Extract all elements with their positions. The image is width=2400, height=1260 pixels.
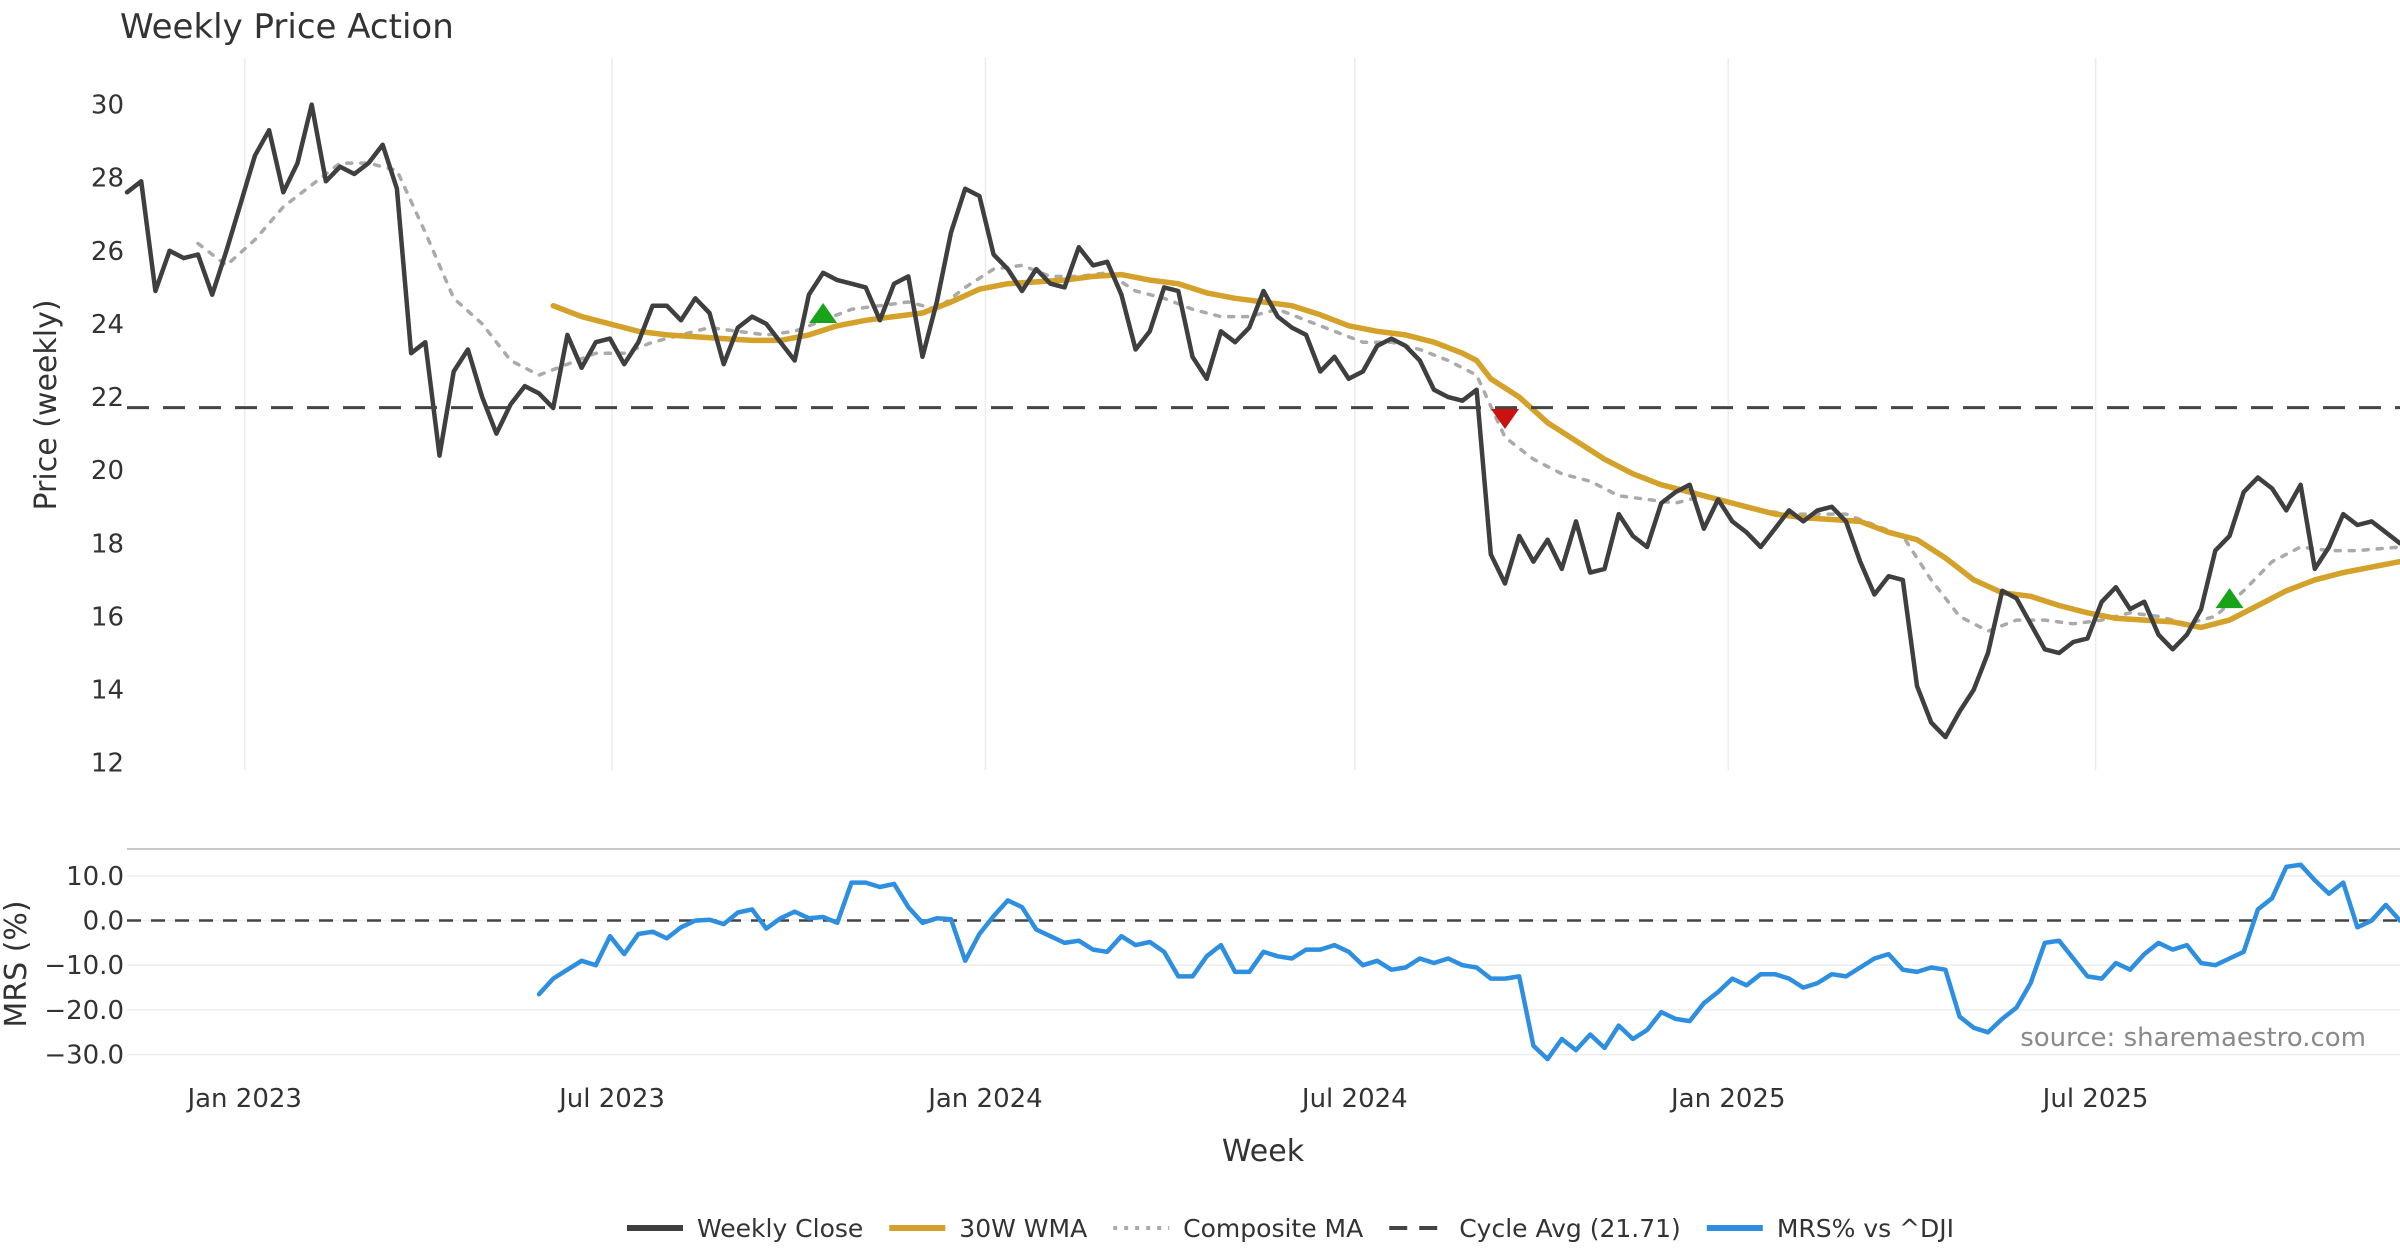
mrs-y-tick-label: 10.0 <box>66 862 124 892</box>
legend-label: Composite MA <box>1183 1214 1363 1243</box>
buy-signal-marker <box>2215 588 2244 609</box>
x-tick-label: Jan 2024 <box>926 1084 1043 1114</box>
x-tick-label: Jul 2025 <box>2041 1084 2149 1114</box>
price-y-tick-label: 28 <box>91 164 124 194</box>
x-tick-label: Jan 2025 <box>1669 1084 1786 1114</box>
price-series <box>124 102 2400 740</box>
x-tick-label: Jul 2023 <box>557 1084 665 1114</box>
legend-label: MRS% vs ^DJI <box>1777 1214 1954 1243</box>
signal-markers <box>809 302 2244 609</box>
legend-label: Cycle Avg (21.71) <box>1459 1214 1681 1243</box>
30w-wma-line <box>550 271 2400 631</box>
legend-label: Weekly Close <box>697 1214 863 1243</box>
price-y-tick-label: 14 <box>91 676 124 706</box>
x-axis-ticks: Jan 2023 Jul 2023 Jan 2024 Jul 2024 Jan 2025… <box>185 1084 2148 1114</box>
x-tick-label: Jul 2024 <box>1300 1084 1408 1114</box>
legend-item: Composite MA <box>1113 1214 1363 1243</box>
sell-signal-marker <box>1491 409 1520 429</box>
price-panel: 12 14 16 18 20 22 24 26 28 30 <box>91 58 2400 779</box>
mrs-y-ticks: 10.0 0.0 −10.0 −20.0 −30.0 <box>44 862 124 1071</box>
price-y-ticks: 12 14 16 18 20 22 24 26 28 30 <box>91 91 124 779</box>
price-y-tick-label: 22 <box>91 383 124 413</box>
mrs-gridlines <box>127 875 2400 1056</box>
mrs-y-tick-label: −30.0 <box>44 1041 124 1071</box>
mrs-y-tick-label: −10.0 <box>44 951 124 981</box>
legend-item: 30W WMA <box>889 1214 1087 1243</box>
price-y-tick-label: 16 <box>91 602 124 632</box>
legend-item: Cycle Avg (21.71) <box>1389 1214 1681 1243</box>
buy-signal-marker <box>809 302 838 323</box>
price-gridlines <box>243 58 2097 770</box>
price-y-tick-label: 30 <box>91 91 124 121</box>
mrs-series <box>536 862 2400 1062</box>
price-y-tick-label: 12 <box>91 749 124 779</box>
legend-label: 30W WMA <box>959 1214 1087 1243</box>
source-annotation: source: sharemaestro.com <box>2020 1023 2366 1053</box>
weekly-close-line <box>124 102 2400 740</box>
price-y-tick-label: 26 <box>91 237 124 267</box>
mrs-y-tick-label: 0.0 <box>83 907 124 937</box>
mrs-panel: 10.0 0.0 −10.0 −20.0 −30.0 <box>44 862 2400 1071</box>
legend-item: Weekly Close <box>627 1214 863 1243</box>
mrs-y-tick-label: −20.0 <box>44 996 124 1026</box>
mrs-y-axis-label: MRS (%) <box>0 900 34 1027</box>
price-y-tick-label: 18 <box>91 529 124 559</box>
legend: Weekly Close 30W WMA Composite MA Cycle Avg… <box>627 1214 1954 1243</box>
chart-title: Weekly Price Action <box>120 7 454 47</box>
price-y-tick-label: 20 <box>91 456 124 486</box>
composite-ma-line <box>196 161 2400 633</box>
x-axis-label: Week <box>1222 1134 1305 1169</box>
legend-item: MRS% vs ^DJI <box>1706 1214 1954 1243</box>
x-tick-label: Jan 2023 <box>185 1084 302 1114</box>
mrs-line <box>536 862 2400 1062</box>
price-y-tick-label: 24 <box>91 310 124 340</box>
price-y-axis-label: Price (weekly) <box>29 299 64 510</box>
